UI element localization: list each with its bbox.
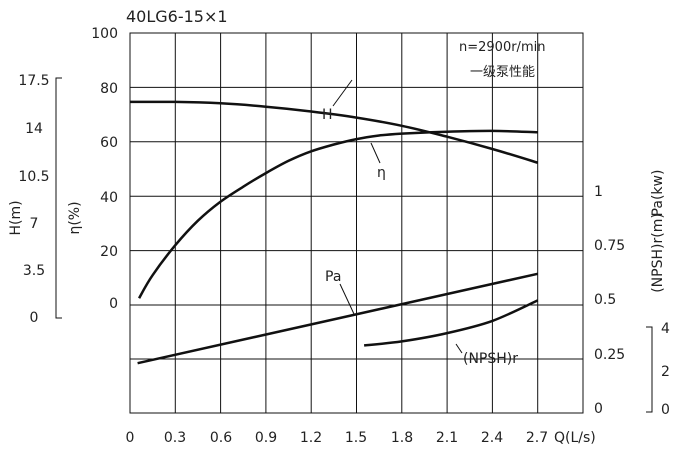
eta-tick: 80 — [100, 81, 118, 97]
x-tick: 1.8 — [391, 430, 413, 446]
eta-curve — [138, 129, 538, 299]
H-curve — [129, 100, 539, 164]
Pa-tick: 0 — [594, 401, 603, 417]
eta-axis-label: η(%) — [67, 201, 83, 234]
NPSH-tick: 4 — [661, 321, 670, 337]
grid — [129, 32, 584, 414]
chart-title: 40LG6-15×1 — [126, 7, 228, 26]
eta-tick: 0 — [109, 296, 118, 312]
H-leader-line — [332, 79, 353, 107]
x-tick: 2.7 — [526, 430, 548, 446]
x-axis-ticks: 0 0.3 0.6 0.9 1.2 1.5 1.8 2.1 2.4 2.7 — [126, 430, 549, 446]
x-tick: 2.1 — [436, 430, 458, 446]
annotation-stage: 一级泵性能 — [470, 65, 535, 80]
NPSH-axis: 4 2 0 — [646, 321, 670, 418]
H-axis: 17.5 14 10.5 7 3.5 0 — [18, 73, 62, 326]
H-tick: 17.5 — [18, 73, 49, 89]
Pa-line — [137, 272, 538, 365]
H-axis-line — [55, 77, 62, 319]
eta-leader-line — [370, 142, 381, 164]
x-tick: 0.3 — [164, 430, 186, 446]
NPSH-tick: 0 — [661, 402, 670, 418]
Pa-leader-line — [339, 283, 355, 315]
x-tick: 0.6 — [210, 430, 232, 446]
eta-curve-label: η — [377, 165, 386, 181]
x-tick: 1.5 — [345, 430, 367, 446]
NPSH-leader-line — [455, 343, 463, 354]
H-tick: 10.5 — [18, 169, 49, 185]
x-tick: 2.4 — [481, 430, 503, 446]
Pa-curve-label: Pa — [325, 269, 341, 285]
Pa-axis-label: Pa(kw) — [650, 170, 666, 217]
H-tick: 0 — [30, 310, 39, 326]
Pa-tick: 0.25 — [594, 347, 625, 363]
NPSH-tick: 2 — [661, 364, 670, 380]
Pa-tick: 1 — [594, 184, 603, 200]
annotation-speed: n=2900r/min — [459, 40, 545, 55]
Pa-axis-ticks: 1 0.75 0.5 0.25 0 — [594, 184, 625, 417]
x-tick: 1.2 — [300, 430, 322, 446]
NPSH-axis-label: (NPSH)r(m) — [650, 213, 666, 293]
eta-axis-ticks: 100 80 60 40 20 0 — [91, 26, 118, 312]
H-curve-label: H — [322, 107, 333, 123]
H-tick: 3.5 — [23, 263, 45, 279]
series-layer — [129, 100, 539, 365]
curve-labels: H η Pa (NPSH)r — [322, 79, 518, 367]
H-tick: 14 — [25, 121, 43, 137]
x-axis-label: Q(L/s) — [554, 430, 596, 446]
NPSH-curve — [363, 299, 539, 347]
H-axis-label: H(m) — [8, 200, 24, 235]
x-tick: 0 — [126, 430, 135, 446]
H-tick: 7 — [30, 216, 39, 232]
x-tick: 0.9 — [255, 430, 277, 446]
eta-tick: 100 — [91, 26, 118, 42]
NPSH-curve-label: (NPSH)r — [463, 351, 518, 367]
eta-tick: 20 — [100, 244, 118, 260]
Pa-tick: 0.5 — [594, 292, 616, 308]
NPSH-axis-line — [646, 326, 653, 413]
eta-tick: 60 — [100, 135, 118, 151]
eta-tick: 40 — [100, 190, 118, 206]
Pa-tick: 0.75 — [594, 238, 625, 254]
